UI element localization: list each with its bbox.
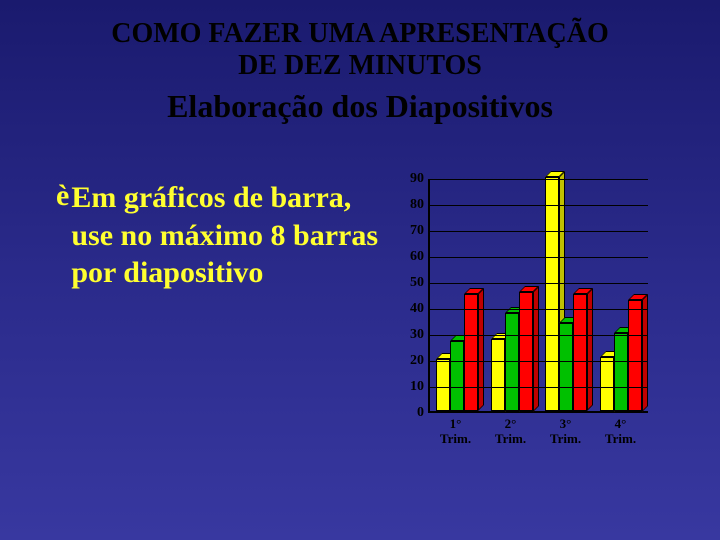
x-tick-label: 3°Trim. [550, 417, 581, 447]
title-line-2: DE DEZ MINUTOS [0, 50, 720, 82]
bar-group [600, 300, 642, 412]
subtitle: Elaboração dos Diapositivos [0, 88, 720, 125]
gridline [430, 257, 648, 258]
bar [491, 339, 505, 412]
title-block: COMO FAZER UMA APRESENTAÇÃO DE DEZ MINUT… [0, 0, 720, 125]
bar [464, 294, 478, 411]
y-tick-label: 90 [410, 171, 430, 187]
y-tick-label: 60 [410, 249, 430, 265]
bar [545, 177, 559, 411]
gridline [430, 205, 648, 206]
y-tick-label: 50 [410, 275, 430, 291]
gridline [430, 309, 648, 310]
y-tick-label: 20 [410, 353, 430, 369]
gridline [430, 231, 648, 232]
bar [436, 359, 450, 411]
arrow-right-icon: è [56, 179, 69, 212]
title-line-1: COMO FAZER UMA APRESENTAÇÃO [0, 18, 720, 50]
bullet-text: Em gráficos de barra, use no máximo 8 ba… [71, 179, 396, 292]
plot-area: 0102030405060708090 [428, 179, 648, 413]
chart-container: 0102030405060708090 1°Trim. 2°Trim. 3°Trim… [396, 179, 680, 447]
gridline [430, 361, 648, 362]
content-row: è Em gráficos de barra, use no máximo 8 … [0, 179, 720, 447]
gridline [430, 179, 648, 180]
x-tick-label: 4°Trim. [605, 417, 636, 447]
bar [600, 357, 614, 412]
bar-chart: 0102030405060708090 1°Trim. 2°Trim. 3°Trim… [428, 179, 648, 447]
bars-row [430, 179, 648, 411]
bar [628, 300, 642, 412]
y-tick-label: 40 [410, 301, 430, 317]
gridline [430, 387, 648, 388]
y-tick-label: 30 [410, 327, 430, 343]
gridline [430, 283, 648, 284]
y-tick-label: 10 [410, 379, 430, 395]
y-tick-label: 70 [410, 223, 430, 239]
y-tick-label: 80 [410, 197, 430, 213]
gridline [430, 335, 648, 336]
x-tick-label: 1°Trim. [440, 417, 471, 447]
bar [614, 333, 628, 411]
bar-group [436, 294, 478, 411]
y-tick-label: 0 [417, 405, 430, 421]
bullet-block: è Em gráficos de barra, use no máximo 8 … [56, 179, 396, 292]
x-tick-label: 2°Trim. [495, 417, 526, 447]
x-axis-labels: 1°Trim. 2°Trim. 3°Trim. 4°Trim. [428, 417, 648, 447]
bar [450, 341, 464, 411]
bar-group [545, 177, 587, 411]
bar [573, 294, 587, 411]
